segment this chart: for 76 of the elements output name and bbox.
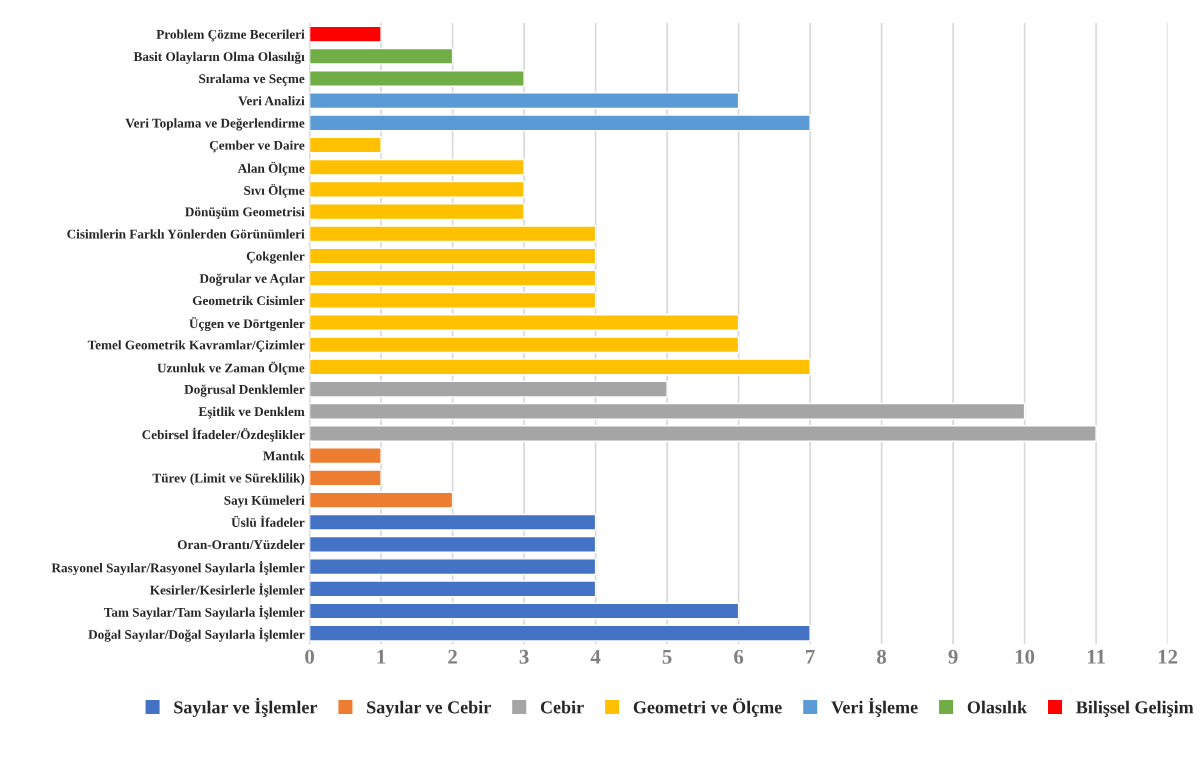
y-tick-label: Temel Geometrik Kavramlar/Çizimler [87, 340, 305, 353]
legend-label: Bilişsel Gelişim [1076, 700, 1194, 717]
bar [309, 136, 382, 154]
x-tick-label: 11 [1087, 649, 1105, 664]
bar [309, 336, 740, 354]
y-tick-label: Çokgenler [246, 251, 305, 264]
x-tick-label: 8 [877, 649, 887, 664]
y-tick-label: Rasyonel Sayılar/Rasyonel Sayılarla İşlemler [51, 560, 305, 576]
x-tick-label: 9 [948, 649, 958, 664]
bar [309, 558, 597, 576]
y-tick-label: Doğal Sayılar/Doğal Sayılarla İşlemler [88, 627, 305, 642]
bar [309, 513, 597, 531]
bar [309, 158, 525, 176]
x-tick-label: 0 [305, 649, 315, 664]
y-tick-label: Doğrular ve Açılar [199, 273, 305, 286]
x-tick-label: 1 [377, 649, 386, 664]
bar [309, 358, 811, 376]
y-tick-label: Cisimlerin Farklı Yönlerden Görünümleri [67, 229, 305, 239]
bar [309, 314, 740, 332]
x-tick-label: 10 [1015, 649, 1035, 664]
bar [309, 380, 668, 398]
bar [309, 447, 382, 465]
bar [309, 402, 1026, 420]
bar [309, 602, 740, 620]
y-tick-label: Üslü İfadeler [231, 515, 305, 527]
y-tick-label: Eşitlik ve Denklem [198, 406, 305, 419]
bar [309, 624, 811, 642]
y-tick-label: Uzunluk ve Zaman Ölçme [157, 361, 305, 376]
y-tick-label: Üçgen ve Dörtgenler [189, 317, 305, 331]
y-tick-label: Sıralama ve Seçme [199, 73, 305, 86]
bar [309, 180, 525, 198]
bar [309, 425, 1097, 442]
x-tick-label: 7 [806, 649, 815, 664]
y-tick-label: Kesirler/Kesirlerle İşlemler [150, 583, 305, 598]
bar [309, 70, 525, 87]
y-tick-label: Tam Sayılar/Tam Sayılarla İşlemler [103, 605, 305, 620]
legend-label: Sayılar ve Cebir [367, 700, 491, 718]
y-tick-label: Problem Çözme Becerileri [156, 29, 305, 42]
y-tick-label: Alan Ölçme [237, 161, 305, 176]
bar [309, 114, 811, 132]
bar [309, 203, 525, 221]
bar [309, 469, 382, 487]
x-tick-label: 4 [590, 649, 601, 664]
y-tick-label: Doğrusal Denklemler [184, 384, 305, 397]
bar [309, 291, 597, 309]
bar [309, 47, 454, 65]
y-tick-label: Türev (Limit ve Süreklilik) [152, 473, 305, 486]
bar [309, 491, 454, 509]
bar [309, 535, 597, 553]
x-tick-label: 6 [734, 649, 744, 664]
y-tick-label: Veri Analizi [238, 96, 305, 106]
x-tick-label: 12 [1158, 649, 1178, 664]
y-tick-label: Dönüşüm Geometrisi [185, 207, 305, 219]
y-tick-label: Basit Olayların Olma Olasılığı [133, 51, 305, 64]
y-tick-label: Oran-Orantı/Yüzdeler [177, 539, 305, 550]
bar [309, 269, 597, 287]
y-tick-label: Geometrik Cisimler [192, 295, 305, 306]
x-tick-label: 5 [662, 649, 672, 664]
legend-label: Veri İşleme [831, 697, 918, 717]
bar [309, 25, 382, 43]
legend-label: Geometri ve Ölçme [633, 698, 782, 717]
y-tick-label: Mantık [263, 451, 305, 461]
y-tick-label: Sayı Kümeleri [224, 495, 305, 508]
legend-label: Cebir [540, 700, 584, 714]
bar [309, 225, 597, 243]
y-tick-label: Sıvı Ölçme [244, 183, 305, 198]
legend-label: Sayılar ve İşlemler [174, 697, 318, 718]
y-tick-label: Veri Toplama ve Değerlendirme [125, 118, 305, 131]
legend-label: Olasılık [967, 700, 1028, 714]
bar [309, 580, 597, 598]
y-tick-label: Cebirsel İfadeler/Özdeşlikler [142, 427, 305, 442]
x-tick-label: 2 [448, 649, 457, 664]
bar [309, 247, 597, 265]
bar [309, 92, 740, 110]
x-tick-label: 3 [519, 649, 529, 664]
y-tick-label: Çember ve Daire [209, 140, 305, 153]
